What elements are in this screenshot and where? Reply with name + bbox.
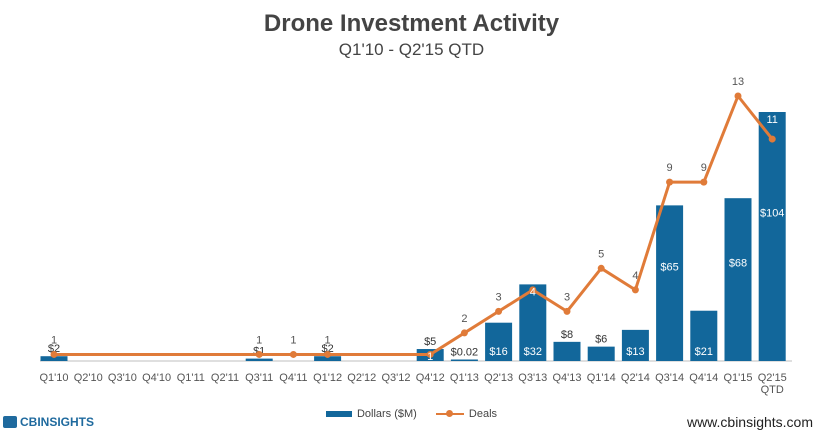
deals-point bbox=[666, 178, 674, 186]
x-tick-label: Q3'13 bbox=[518, 372, 547, 384]
chart-subtitle: Q1'10 - Q2'15 QTD bbox=[338, 40, 485, 59]
x-tick-label: Q4'13 bbox=[552, 372, 581, 384]
x-tick-label: Q2'10 bbox=[74, 372, 103, 384]
deals-data-label: 1 bbox=[290, 334, 296, 346]
bar bbox=[40, 356, 68, 361]
x-tick-label: Q3'12 bbox=[381, 372, 410, 384]
bar-data-label: $16 bbox=[489, 346, 507, 358]
x-tick-label: QTD bbox=[761, 384, 784, 396]
deals-data-label: 1 bbox=[51, 334, 57, 346]
deals-point bbox=[324, 350, 332, 358]
deals-data-label: 3 bbox=[564, 291, 570, 303]
legend-item-dollars: Dollars ($M) bbox=[325, 408, 417, 421]
deals-point bbox=[700, 178, 708, 186]
bar-data-label: $2 bbox=[321, 343, 333, 355]
x-tick-label: Q4'14 bbox=[689, 372, 718, 384]
bar-data-label: $8 bbox=[561, 329, 573, 341]
x-tick-label: Q1'11 bbox=[177, 372, 205, 384]
x-tick-label: Q2'12 bbox=[347, 372, 376, 384]
deals-point bbox=[734, 92, 742, 100]
bar bbox=[485, 322, 513, 361]
deals-data-label: 11 bbox=[766, 114, 777, 126]
deals-data-label: 1 bbox=[427, 351, 433, 363]
deals-data-label: 4 bbox=[530, 286, 536, 298]
x-tick-label: Q4'11 bbox=[279, 372, 307, 384]
deals-data-label: 9 bbox=[667, 162, 673, 174]
bar-data-label: $2 bbox=[48, 343, 60, 355]
bar bbox=[587, 346, 615, 361]
legend-swatch-line bbox=[435, 410, 464, 418]
x-tick-label: Q2'11 bbox=[211, 372, 239, 384]
deals-point bbox=[50, 350, 58, 358]
deals-point bbox=[495, 307, 503, 315]
deals-data-label: 4 bbox=[632, 270, 638, 282]
deals-data-label: 9 bbox=[701, 162, 707, 174]
bar-data-label: $65 bbox=[660, 262, 678, 274]
x-tick-label: Q1'15 bbox=[723, 372, 752, 384]
chart-title: Drone Investment Activity bbox=[263, 10, 560, 37]
bar bbox=[690, 310, 718, 361]
bar bbox=[621, 329, 649, 361]
bar-data-label: $6 bbox=[595, 334, 607, 346]
chart-legend: Dollars ($M) Deals bbox=[0, 408, 823, 420]
bar-data-label: $0.02 bbox=[451, 347, 479, 359]
legend-swatch-bar bbox=[325, 411, 352, 418]
logo-text: CBINSIGHTS bbox=[20, 415, 95, 429]
website-url: www.cbinsights.com bbox=[686, 414, 813, 430]
bar-data-label: $32 bbox=[524, 346, 542, 358]
x-tick-label: Q3'11 bbox=[245, 372, 273, 384]
cb-insights-logo: CBINSIGHTS bbox=[3, 415, 94, 429]
deals-point bbox=[460, 329, 468, 337]
x-tick-label: Q3'14 bbox=[655, 372, 684, 384]
legend-label-dollars: Dollars ($M) bbox=[356, 408, 417, 421]
bar bbox=[553, 341, 581, 361]
x-tick-label: Q1'14 bbox=[587, 372, 616, 384]
deals-data-label: 5 bbox=[598, 248, 604, 260]
x-tick-label: Q4'10 bbox=[142, 372, 171, 384]
x-tick-label: Q1'10 bbox=[39, 372, 68, 384]
x-tick-label: Q1'12 bbox=[313, 372, 342, 384]
x-tick-label: Q1'13 bbox=[450, 372, 479, 384]
x-tick-label: Q2'14 bbox=[621, 372, 650, 384]
deals-data-label: 2 bbox=[461, 313, 467, 325]
legend-label-deals: Deals bbox=[468, 408, 498, 421]
bar-data-label: $13 bbox=[626, 346, 644, 358]
deals-point bbox=[768, 135, 776, 143]
bar bbox=[245, 358, 273, 361]
deals-data-label: 1 bbox=[256, 334, 262, 346]
bar-data-label: $5 bbox=[424, 336, 436, 348]
bar bbox=[656, 205, 684, 361]
deals-point bbox=[631, 286, 639, 294]
bar-data-label: $68 bbox=[729, 258, 747, 270]
deals-point bbox=[255, 350, 263, 358]
bar-data-label: $104 bbox=[760, 208, 784, 220]
deals-data-label: 13 bbox=[732, 76, 744, 88]
bar-data-label: $21 bbox=[695, 346, 713, 358]
legend-item-deals: Deals bbox=[435, 408, 498, 421]
bar bbox=[724, 198, 752, 361]
deals-data-label: 3 bbox=[496, 291, 502, 303]
x-tick-label: Q3'10 bbox=[108, 372, 137, 384]
cb-logo-icon bbox=[3, 416, 17, 428]
x-tick-label: Q2'15 bbox=[758, 372, 787, 384]
deals-point bbox=[529, 286, 537, 294]
bar bbox=[758, 112, 786, 361]
bar bbox=[450, 359, 478, 361]
deals-point bbox=[597, 264, 605, 272]
deals-data-label: 1 bbox=[325, 334, 331, 346]
x-tick-label: Q4'12 bbox=[416, 372, 445, 384]
bar bbox=[314, 356, 342, 361]
deals-point bbox=[426, 350, 434, 358]
deals-point bbox=[563, 307, 571, 315]
deals-point bbox=[289, 350, 297, 358]
x-tick-label: Q2'13 bbox=[484, 372, 513, 384]
